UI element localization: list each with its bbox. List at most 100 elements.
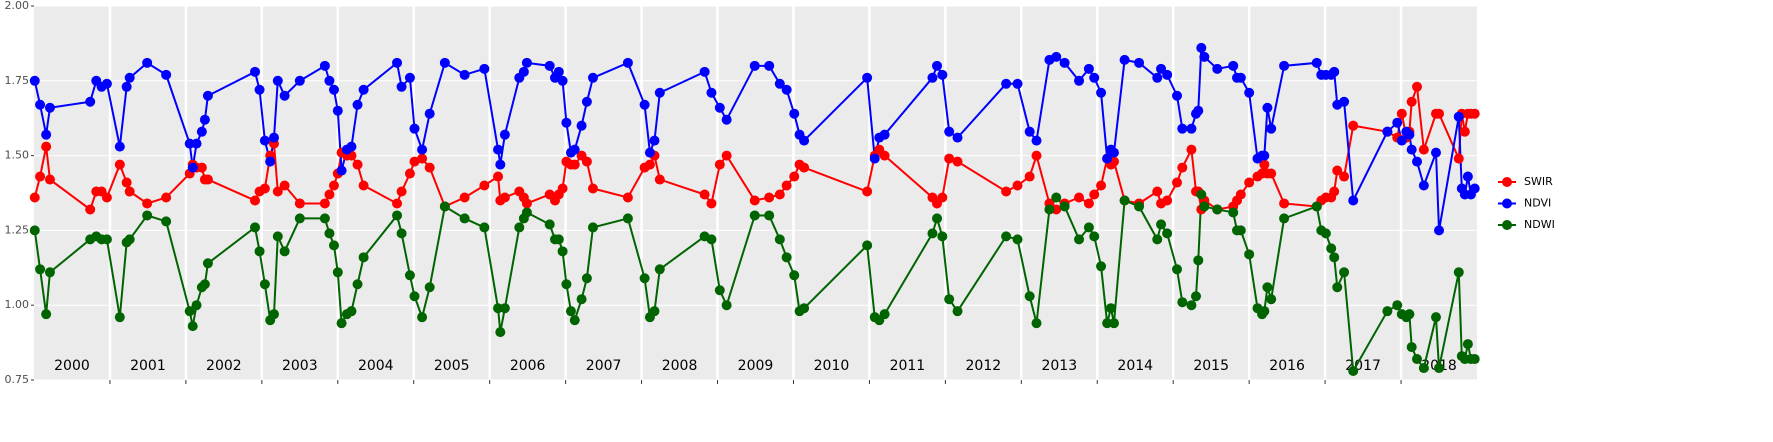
point — [493, 171, 504, 182]
point — [1262, 282, 1273, 293]
point — [1024, 291, 1035, 302]
point — [346, 141, 357, 152]
point — [1083, 198, 1094, 209]
point — [557, 75, 568, 86]
point — [654, 264, 665, 275]
point — [1404, 309, 1415, 320]
point — [1259, 150, 1270, 161]
point — [352, 99, 363, 110]
point — [937, 192, 948, 203]
point — [396, 228, 407, 239]
point — [1001, 231, 1012, 242]
point — [114, 159, 125, 170]
legend-key-point — [1502, 177, 1512, 187]
point — [479, 222, 490, 233]
point — [1186, 123, 1197, 134]
point — [879, 150, 890, 161]
point — [1156, 219, 1167, 230]
point — [952, 156, 963, 167]
point — [1105, 303, 1116, 314]
point — [721, 114, 732, 125]
point — [493, 144, 504, 155]
point — [459, 69, 470, 80]
point — [799, 162, 810, 173]
point — [29, 75, 40, 86]
point — [268, 132, 279, 143]
point — [328, 240, 339, 251]
point — [879, 309, 890, 320]
point — [749, 60, 760, 71]
point — [1059, 201, 1070, 212]
point — [439, 201, 450, 212]
point — [1152, 72, 1163, 83]
point — [1212, 63, 1223, 74]
point — [191, 138, 202, 149]
point — [569, 144, 580, 155]
point — [1332, 165, 1343, 176]
point — [121, 81, 132, 92]
point — [569, 315, 580, 326]
point — [1134, 57, 1145, 68]
point — [557, 183, 568, 194]
point — [396, 81, 407, 92]
point — [1453, 111, 1464, 122]
point — [35, 264, 46, 275]
point — [1196, 42, 1207, 53]
point — [927, 228, 938, 239]
point — [268, 309, 279, 320]
point — [44, 267, 55, 278]
point — [1051, 204, 1062, 215]
point — [781, 84, 792, 95]
point — [561, 279, 572, 290]
point — [124, 72, 135, 83]
point — [622, 213, 633, 224]
point — [124, 234, 135, 245]
point — [952, 306, 963, 317]
point — [869, 153, 880, 164]
point — [1329, 252, 1340, 263]
point — [409, 156, 420, 167]
year-label: 2014 — [1117, 358, 1153, 374]
point — [1392, 117, 1403, 128]
y-tick-label: 1.00 — [5, 298, 30, 311]
point — [1418, 144, 1429, 155]
point — [404, 168, 415, 179]
year-label: 2004 — [358, 358, 394, 374]
point — [29, 192, 40, 203]
year-label: 2015 — [1193, 358, 1229, 374]
point — [1193, 105, 1204, 116]
point — [639, 99, 650, 110]
point — [259, 279, 270, 290]
point — [789, 270, 800, 281]
point — [581, 156, 592, 167]
point — [29, 225, 40, 236]
point — [764, 210, 775, 221]
year-label: 2009 — [738, 358, 774, 374]
point — [324, 189, 335, 200]
point — [161, 192, 172, 203]
point — [789, 171, 800, 182]
point — [254, 246, 265, 257]
point — [1453, 267, 1464, 278]
point — [1469, 108, 1480, 119]
point — [1418, 363, 1429, 374]
point — [1024, 126, 1035, 137]
point — [1396, 135, 1407, 146]
point — [1259, 159, 1270, 170]
point — [101, 234, 112, 245]
point — [1266, 168, 1277, 179]
point — [1190, 291, 1201, 302]
year-label: 2002 — [206, 358, 242, 374]
point — [937, 231, 948, 242]
point — [781, 252, 792, 263]
point — [439, 57, 450, 68]
point — [699, 66, 710, 77]
point — [553, 66, 564, 77]
point — [1412, 156, 1423, 167]
point — [1089, 189, 1100, 200]
point — [1259, 306, 1270, 317]
point — [1152, 186, 1163, 197]
legend-label: SWIR — [1524, 175, 1553, 188]
point — [1412, 354, 1423, 365]
point — [250, 195, 261, 206]
